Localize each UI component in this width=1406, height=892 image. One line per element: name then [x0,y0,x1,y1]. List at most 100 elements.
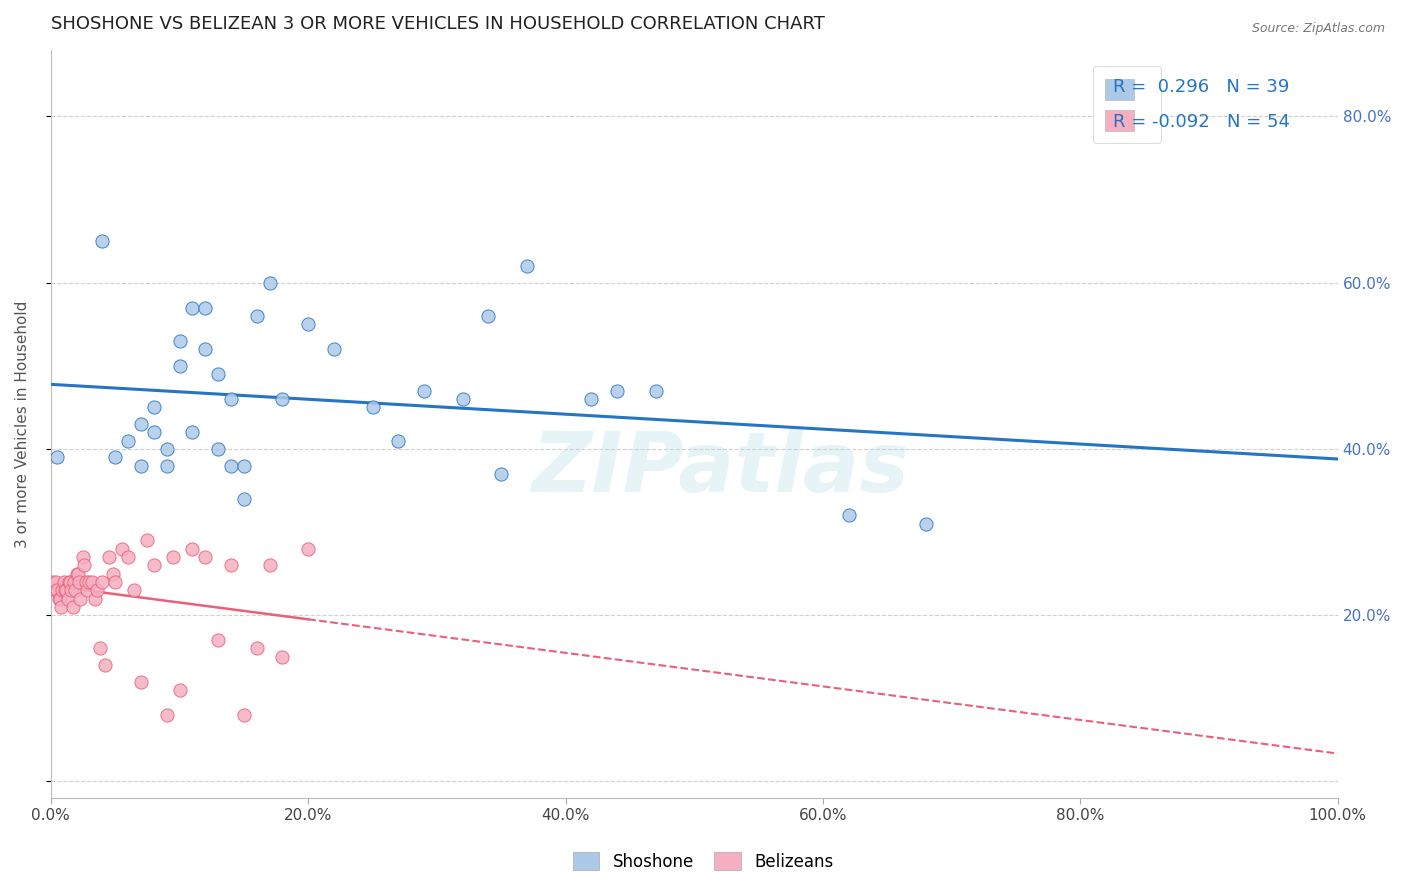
Point [232,707,254,722]
Point [104,574,127,589]
Point [477,309,499,323]
Text: Source: ZipAtlas.com: Source: ZipAtlas.com [1251,22,1385,36]
Point [91,574,114,589]
Point [246,641,269,656]
Point [207,633,229,648]
Point [110,541,132,556]
Point [67,574,90,589]
Point [194,549,217,564]
Point [124,583,146,598]
Point [117,434,139,448]
Point [55,583,77,598]
Point [232,458,254,473]
Point [361,401,384,415]
Point [72,549,94,564]
Point [60,583,83,598]
Point [246,309,269,323]
Point [489,467,512,481]
Point [94,658,117,673]
Legend: , : , [1092,66,1161,144]
Point [219,558,242,573]
Point [49,591,72,606]
Point [65,566,87,581]
Point [56,591,79,606]
Point [194,301,217,315]
Point [606,384,628,398]
Point [232,491,254,506]
Point [52,574,75,589]
Point [53,583,76,598]
Text: R = -0.092   N = 54: R = -0.092 N = 54 [1114,113,1291,131]
Point [156,458,179,473]
Point [129,417,152,431]
Point [162,549,184,564]
Point [45,574,67,589]
Point [207,442,229,456]
Point [194,342,217,356]
Point [219,392,242,406]
Text: SHOSHONE VS BELIZEAN 3 OR MORE VEHICLES IN HOUSEHOLD CORRELATION CHART: SHOSHONE VS BELIZEAN 3 OR MORE VEHICLES … [51,15,825,33]
Point [69,591,91,606]
Point [142,401,165,415]
Point [915,516,938,531]
Point [58,574,80,589]
Point [413,384,436,398]
Point [89,641,111,656]
Point [142,558,165,573]
Point [117,549,139,564]
Point [581,392,603,406]
Point [169,359,191,373]
Point [169,334,191,348]
Point [129,674,152,689]
Legend: Shoshone, Belizeans: Shoshone, Belizeans [564,844,842,880]
Text: ZIPatlas: ZIPatlas [531,428,908,509]
Point [48,591,70,606]
Point [136,533,159,548]
Point [97,549,120,564]
Point [181,301,204,315]
Point [42,574,65,589]
Point [86,583,108,598]
Point [259,276,281,290]
Text: R =  0.296   N = 39: R = 0.296 N = 39 [1114,78,1289,96]
Point [259,558,281,573]
Point [323,342,346,356]
Point [46,583,69,598]
Point [181,541,204,556]
Point [46,450,69,465]
Point [83,591,105,606]
Point [63,574,86,589]
Point [297,317,319,331]
Point [207,367,229,381]
Point [49,599,72,614]
Point [44,583,66,598]
Point [65,583,87,598]
Point [219,458,242,473]
Point [79,574,101,589]
Point [142,425,165,440]
Point [387,434,409,448]
Point [271,392,294,406]
Point [75,574,97,589]
Point [451,392,474,406]
Point [516,259,538,273]
Point [62,599,84,614]
Point [66,566,89,581]
Point [271,649,294,664]
Point [76,583,98,598]
Point [156,442,179,456]
Point [644,384,666,398]
Point [104,450,127,465]
Point [51,583,73,598]
Point [101,566,124,581]
Point [80,574,103,589]
Y-axis label: 3 or more Vehicles in Household: 3 or more Vehicles in Household [15,301,30,548]
Point [129,458,152,473]
Point [59,574,82,589]
Point [838,508,860,523]
Point [156,707,179,722]
Point [91,234,114,248]
Point [169,683,191,698]
Point [73,558,96,573]
Point [181,425,204,440]
